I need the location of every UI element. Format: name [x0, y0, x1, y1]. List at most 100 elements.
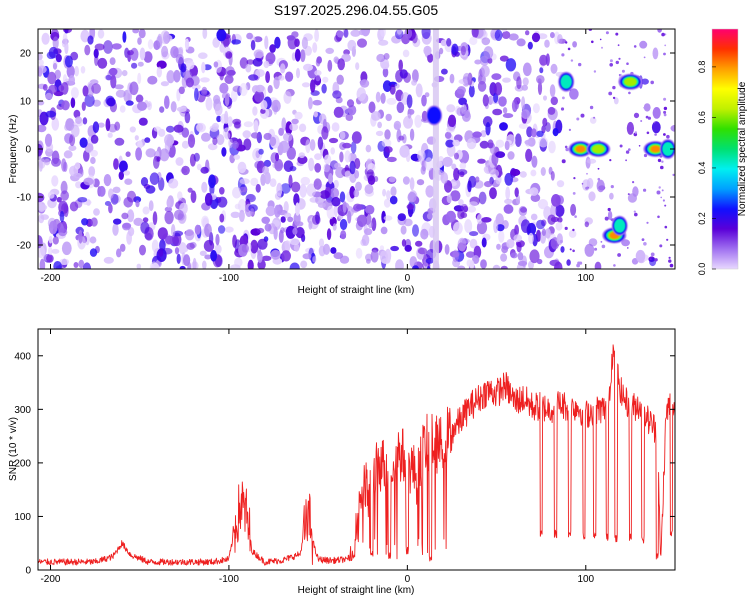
- heatmap-speck: [646, 221, 649, 224]
- colorbar: 0.0 0.2 0.4 0.6 0.8 Normalized spectral ampl…: [697, 28, 748, 275]
- heatmap-noise-blob: [185, 60, 195, 70]
- heatmap-noise-blob: [129, 81, 139, 96]
- heatmap-noise-blob: [547, 106, 556, 115]
- heatmap-noise-blob: [516, 38, 526, 47]
- heatmap-speck: [564, 145, 568, 149]
- heatmap-noise-blob: [261, 216, 271, 224]
- heatmap-noise-blob: [333, 106, 344, 118]
- heatmap-noise-blob: [232, 118, 242, 125]
- heatmap-noise-blob: [531, 155, 538, 168]
- heatmap-noise-blob: [426, 212, 434, 220]
- heatmap-speck: [573, 177, 576, 180]
- heatmap-noise-blob: [286, 35, 295, 41]
- heatmap-noise-blob: [556, 233, 563, 246]
- heatmap-y-label: Frequency (Hz): [8, 115, 19, 184]
- heatmap-noise-blob: [492, 108, 503, 116]
- heatmap-noise-blob: [554, 204, 565, 217]
- heatmap-noise-blob: [200, 89, 208, 96]
- heatmap-noise-blob: [88, 166, 96, 177]
- heatmap-noise-blob: [516, 76, 522, 90]
- heatmap-noise-blob: [312, 256, 317, 263]
- heatmap-noise-blob: [354, 158, 361, 170]
- heatmap-noise-blob: [505, 58, 517, 72]
- heatmap-speck: [661, 189, 664, 192]
- heatmap-speck: [559, 239, 563, 244]
- heatmap-noise-blob: [133, 217, 144, 226]
- heatmap-noise-blob: [202, 29, 208, 39]
- heatmap-noise-blob: [508, 33, 519, 41]
- snr-x-label: Height of straight line (km): [298, 585, 415, 596]
- heatmap-speck: [646, 131, 650, 135]
- heatmap-noise-blob: [331, 122, 340, 132]
- heatmap-noise-blob: [70, 87, 79, 99]
- heatmap-noise-blob: [380, 29, 386, 37]
- heatmap-noise-blob: [416, 179, 425, 186]
- heatmap-speck: [612, 96, 616, 100]
- heatmap-noise-blob: [481, 37, 491, 46]
- heatmap-noise-blob: [270, 249, 281, 260]
- heatmap-noise-blob: [502, 113, 514, 119]
- heatmap-noise-blob: [92, 121, 100, 133]
- heatmap-noise-blob: [336, 74, 344, 85]
- heatmap-noise-blob: [552, 128, 559, 137]
- heatmap-noise-blob: [478, 191, 487, 205]
- heatmap-noise-blob: [453, 167, 460, 181]
- heatmap-noise-blob: [424, 92, 430, 98]
- heatmap-noise-blob: [596, 179, 605, 193]
- heatmap-noise-blob: [404, 29, 413, 39]
- heatmap-speck: [608, 211, 611, 214]
- heatmap-noise-blob: [219, 187, 225, 195]
- heatmap-noise-blob: [489, 169, 500, 178]
- heatmap-speck: [660, 196, 662, 199]
- heatmap-noise-blob: [64, 41, 69, 55]
- colorbar-gradient: [712, 29, 738, 269]
- heatmap-noise-blob: [89, 236, 97, 244]
- heatmap-noise-blob: [344, 170, 351, 179]
- heatmap-noise-blob: [93, 48, 99, 59]
- heatmap-speck: [605, 31, 609, 35]
- heatmap-noise-blob: [216, 115, 222, 123]
- heatmap-noise-blob: [90, 156, 96, 165]
- heatmap-noise-blob: [152, 211, 158, 226]
- heatmap-noise-blob: [157, 227, 168, 240]
- heatmap-noise-blob: [170, 101, 177, 113]
- heatmap-noise-blob: [90, 134, 99, 144]
- heatmap-noise-blob: [172, 230, 184, 237]
- heatmap-noise-blob: [205, 97, 213, 111]
- heatmap-noise-blob: [517, 251, 524, 261]
- heatmap-noise-blob: [480, 259, 487, 269]
- heatmap-noise-blob: [327, 59, 333, 72]
- heatmap-noise-blob: [250, 239, 259, 254]
- heatmap-noise-blob: [514, 133, 522, 147]
- colorbar-label: Normalized spectral amplitude: [737, 81, 748, 216]
- heatmap-noise-blob: [409, 128, 415, 141]
- heatmap-speck: [627, 193, 630, 196]
- heatmap-noise-blob: [550, 31, 555, 39]
- heatmap-noise-blob: [38, 100, 45, 106]
- heatmap-noise-blob: [108, 188, 114, 199]
- heatmap-speck: [560, 107, 565, 111]
- heatmap-noise-blob: [530, 213, 538, 221]
- heatmap-noise-blob: [326, 228, 332, 241]
- heatmap-noise-blob: [213, 61, 219, 68]
- heatmap-noise-blob: [462, 72, 471, 85]
- heatmap-noise-blob: [411, 32, 418, 44]
- heatmap-noise-blob: [53, 261, 62, 269]
- heatmap-noise-blob: [125, 100, 134, 106]
- heatmap-noise-blob: [145, 185, 156, 194]
- heatmap-noise-blob: [47, 71, 57, 85]
- heatmap-noise-blob: [314, 153, 322, 161]
- heatmap-speck: [607, 207, 611, 212]
- heatmap-noise-blob: [127, 49, 134, 56]
- heatmap-speck: [669, 263, 674, 268]
- heatmap-noise-blob: [349, 160, 356, 175]
- heatmap-noise-blob: [291, 118, 299, 125]
- heatmap-noise-blob: [214, 244, 222, 254]
- heatmap-noise-blob: [551, 194, 561, 207]
- heatmap-noise-blob: [545, 228, 551, 239]
- heatmap-noise-blob: [502, 107, 508, 114]
- heatmap-noise-blob: [68, 145, 77, 152]
- heatmap-noise-blob: [652, 47, 659, 60]
- heatmap-noise-blob: [332, 223, 337, 231]
- heatmap-noise-blob: [105, 118, 111, 132]
